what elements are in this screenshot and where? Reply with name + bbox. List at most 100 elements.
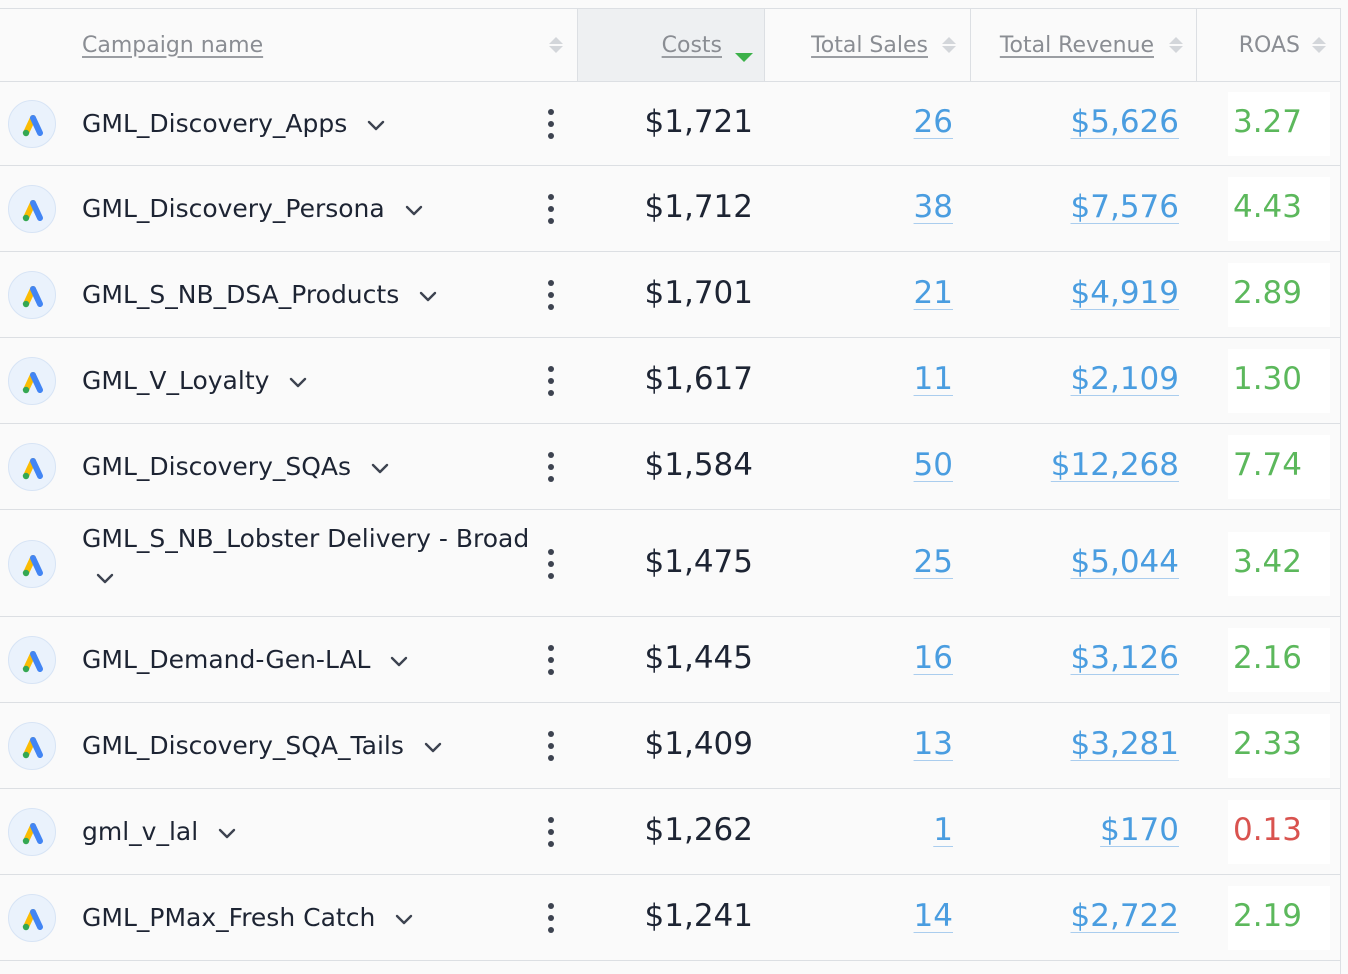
row-divider (0, 423, 1340, 424)
cost-value: $1,617 (644, 361, 753, 397)
table-top-border (0, 8, 1341, 9)
table-row: GML_Demand-Gen-LAL $1,445 16 $3,126 2.16 (0, 617, 1340, 703)
chevron-down-icon[interactable] (395, 913, 413, 925)
header-total-sales-label[interactable]: Total Sales (811, 32, 928, 58)
row-divider (0, 702, 1340, 703)
more-vertical-icon[interactable] (545, 645, 557, 675)
total-sales-link[interactable]: 14 (913, 898, 953, 934)
google-ads-icon (8, 539, 56, 588)
campaign-name-text: GML_PMax_Fresh Catch (82, 903, 376, 932)
chevron-down-icon[interactable] (367, 119, 385, 131)
total-sales-link[interactable]: 13 (913, 726, 953, 762)
total-revenue-link[interactable]: $4,919 (1070, 275, 1179, 311)
chevron-down-icon[interactable] (96, 572, 114, 584)
chevron-down-icon[interactable] (289, 376, 307, 388)
total-sales-link[interactable]: 16 (913, 640, 953, 676)
more-vertical-icon[interactable] (545, 452, 557, 482)
header-campaign-name[interactable]: Campaign name (0, 9, 578, 81)
total-revenue-link[interactable]: $2,722 (1070, 898, 1179, 934)
chevron-down-icon[interactable] (405, 204, 423, 216)
total-revenue-link[interactable]: $2,109 (1070, 361, 1179, 397)
more-vertical-icon[interactable] (545, 548, 557, 579)
total-revenue-link[interactable]: $3,281 (1070, 726, 1179, 762)
table-row: GML_Discovery_SQA_Tails $1,409 13 $3,281 2.3… (0, 703, 1340, 789)
campaign-name-text: GML_V_Loyalty (82, 366, 270, 395)
sort-both-icon[interactable] (942, 37, 958, 53)
google-ads-icon (8, 636, 56, 684)
campaign-name: GML_Demand-Gen-LAL (82, 642, 408, 678)
more-vertical-icon[interactable] (545, 366, 557, 396)
row-divider (0, 251, 1340, 252)
roas-cell: 7.74 (1228, 435, 1330, 499)
table-row: GML_Discovery_Apps $1,721 26 $5,626 3.27 (0, 82, 1340, 166)
roas-cell: 2.16 (1228, 628, 1330, 692)
sort-both-icon[interactable] (1169, 37, 1185, 53)
campaign-name-text: GML_Discovery_Apps (82, 109, 348, 138)
google-ads-icon (8, 271, 56, 319)
table-row: GML_Discovery_Persona $1,712 38 $7,576 4.43 (0, 166, 1340, 252)
roas-cell: 2.89 (1228, 263, 1330, 327)
total-sales-link[interactable]: 1 (933, 812, 953, 848)
row-divider (0, 509, 1340, 510)
roas-value: 1.30 (1232, 361, 1302, 397)
google-ads-icon (8, 100, 56, 148)
more-vertical-icon[interactable] (545, 280, 557, 310)
header-roas[interactable]: ROAS (1197, 9, 1340, 81)
header-total-revenue-label[interactable]: Total Revenue (999, 32, 1154, 58)
sort-both-icon[interactable] (549, 37, 565, 53)
total-revenue-link[interactable]: $170 (1100, 812, 1179, 848)
cost-value: $1,262 (644, 812, 753, 848)
more-vertical-icon[interactable] (545, 109, 557, 139)
google-ads-icon (8, 722, 56, 770)
sort-descending-icon[interactable] (735, 53, 753, 62)
campaign-name: GML_S_NB_DSA_Products (82, 277, 437, 313)
total-revenue-link[interactable]: $5,626 (1070, 104, 1179, 140)
chevron-down-icon[interactable] (218, 827, 236, 839)
header-total-revenue[interactable]: Total Revenue (971, 9, 1197, 81)
campaign-name: GML_V_Loyalty (82, 363, 307, 399)
header-costs-label[interactable]: Costs (661, 32, 722, 58)
total-revenue-link[interactable]: $3,126 (1070, 640, 1179, 676)
chevron-down-icon[interactable] (419, 290, 437, 302)
total-sales-link[interactable]: 26 (913, 104, 953, 140)
header-divider (0, 81, 1340, 82)
more-vertical-icon[interactable] (545, 194, 557, 224)
roas-cell: 4.43 (1228, 177, 1330, 241)
cost-value: $1,445 (644, 640, 753, 676)
chevron-down-icon[interactable] (371, 462, 389, 474)
total-revenue-link[interactable]: $12,268 (1050, 447, 1179, 483)
more-vertical-icon[interactable] (545, 817, 557, 847)
more-vertical-icon[interactable] (545, 731, 557, 761)
campaign-name: GML_S_NB_Lobster Delivery - Broad (82, 520, 529, 596)
header-costs[interactable]: Costs (578, 9, 765, 81)
chevron-down-icon[interactable] (424, 741, 442, 753)
roas-value: 4.43 (1232, 189, 1302, 225)
header-roas-label[interactable]: ROAS (1238, 32, 1300, 58)
total-revenue-link[interactable]: $5,044 (1070, 543, 1179, 580)
header-total-sales[interactable]: Total Sales (765, 9, 971, 81)
campaign-name-text: GML_S_NB_DSA_Products (82, 280, 400, 309)
total-sales-link[interactable]: 25 (913, 543, 953, 580)
campaign-name-text: GML_S_NB_Lobster Delivery - Broad (82, 524, 530, 553)
total-sales-link[interactable]: 38 (913, 189, 953, 225)
table-row: GML_Discovery_SQAs $1,584 50 $12,268 7.74 (0, 424, 1340, 510)
roas-cell: 1.30 (1228, 349, 1330, 413)
chevron-down-icon[interactable] (390, 655, 408, 667)
google-ads-icon (8, 894, 56, 942)
campaign-name: GML_Discovery_Persona (82, 191, 423, 227)
campaign-name-text: GML_Demand-Gen-LAL (82, 645, 371, 674)
total-revenue-link[interactable]: $7,576 (1070, 189, 1179, 225)
more-vertical-icon[interactable] (545, 903, 557, 933)
google-ads-icon (8, 185, 56, 233)
table-row: gml_v_lal $1,262 1 $170 0.13 (0, 789, 1340, 875)
sort-both-icon[interactable] (1312, 37, 1328, 53)
campaign-name: gml_v_lal (82, 814, 236, 850)
header-campaign-name-label[interactable]: Campaign name (82, 32, 264, 58)
total-sales-link[interactable]: 50 (913, 447, 953, 483)
total-sales-link[interactable]: 21 (913, 275, 953, 311)
roas-cell: 3.42 (1228, 531, 1330, 596)
total-sales-link[interactable]: 11 (913, 361, 953, 397)
roas-value: 3.42 (1232, 543, 1302, 580)
campaign-name: GML_PMax_Fresh Catch (82, 900, 413, 936)
table-row: GML_PMax_Fresh Catch $1,241 14 $2,722 2.19 (0, 875, 1340, 961)
